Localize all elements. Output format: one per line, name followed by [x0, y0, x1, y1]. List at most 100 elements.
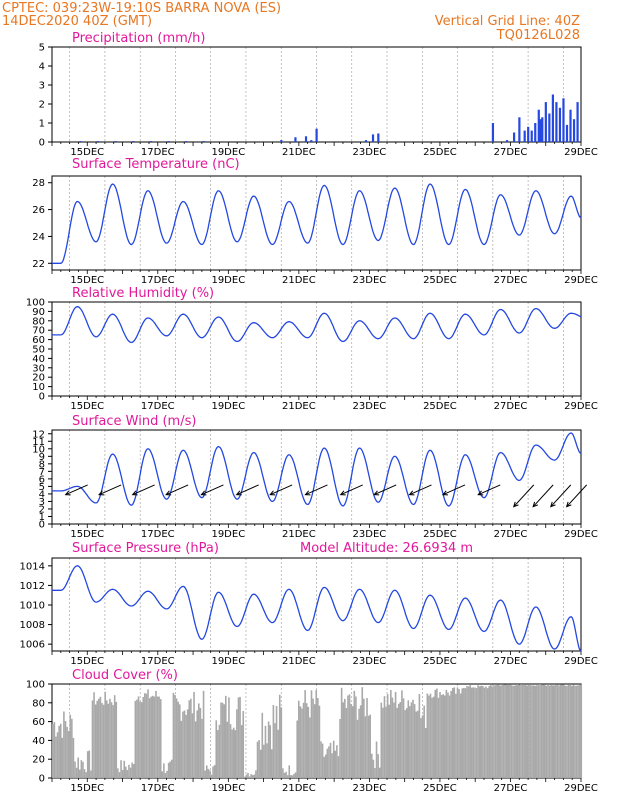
cloud-bar [151, 695, 154, 778]
cloud-bar [259, 749, 262, 778]
precip-bar [527, 126, 530, 142]
cloud-bar [331, 753, 333, 778]
cloud-bar [166, 770, 168, 778]
y-tick-label: 1008 [20, 620, 45, 631]
x-tick-label: 21DEC [282, 275, 316, 286]
cloud-bar [443, 695, 446, 778]
cloud-bar [213, 765, 216, 778]
x-tick-label: 29DEC [564, 147, 598, 158]
cloud-bar [75, 767, 78, 778]
cloud-bar [345, 707, 348, 778]
cloud-bar [434, 689, 437, 778]
cloud-bar [532, 685, 535, 778]
cloud-bar [198, 703, 200, 778]
precip-bar [315, 128, 318, 142]
cloud-bar [348, 694, 351, 778]
cloud-bar [342, 702, 345, 778]
x-tick-label: 17DEC [141, 147, 175, 158]
x-tick-label: 23DEC [353, 783, 387, 794]
cloud-bar [199, 707, 202, 778]
cloud-bar [64, 721, 67, 778]
panel-title: Surface Pressure (hPa) [72, 541, 219, 556]
cloud-bar [377, 754, 379, 778]
cloud-bar [580, 684, 583, 778]
precip-bar [558, 107, 562, 142]
y-tick-label: 4 [39, 489, 45, 500]
cloud-bar [264, 725, 267, 778]
y-tick-label: 0 [39, 138, 45, 149]
wind-arrow-head [339, 490, 346, 496]
wind-arrow [305, 484, 328, 496]
cloud-bar [220, 702, 222, 778]
cloud-bar [470, 687, 473, 778]
header-grid-line: Vertical Grid Line: 40Z [435, 14, 580, 29]
precip-bar [518, 117, 521, 142]
cloud-bar [375, 741, 378, 778]
cloud-bar [366, 698, 368, 778]
cloud-bar [185, 714, 187, 778]
cloud-bar [456, 687, 459, 778]
cloud-bar [83, 769, 86, 778]
cloud-bar [261, 712, 264, 778]
header-model-code: TQ0126L028 [496, 28, 580, 43]
y-tick-label: 3 [39, 81, 45, 92]
cloud-bar [171, 759, 173, 778]
y-tick-label: 20 [32, 373, 45, 384]
cloud-bar [255, 770, 257, 778]
cloud-bar [109, 698, 111, 778]
cloud-bar [394, 691, 397, 778]
cloud-bar [463, 687, 465, 778]
cloud-bar [344, 698, 346, 778]
x-tick-label: 19DEC [211, 529, 245, 540]
x-tick-label: 27DEC [494, 783, 528, 794]
cloud-bar [432, 696, 435, 778]
wind-arrow-head [304, 490, 311, 496]
cloud-bar [404, 710, 406, 778]
cloud-bar [445, 689, 448, 778]
cloud-bar [510, 685, 513, 778]
cloud-bar [509, 684, 511, 778]
cloud-bar [194, 721, 197, 778]
cloud-bar [256, 741, 259, 778]
cloud-bar [190, 698, 192, 778]
cloud-bar [540, 684, 543, 778]
cloud-bar [412, 699, 414, 778]
cloud-bar [147, 689, 149, 778]
cloud-bar [140, 702, 143, 778]
wind-arrow-head [532, 501, 538, 508]
panel-5: Surface Pressure (hPa) Model Altitude: 26… [20, 541, 598, 667]
cloud-bar [163, 763, 165, 778]
x-tick-label: 19DEC [211, 656, 245, 667]
cloud-bar [239, 696, 241, 778]
precip-bar [96, 141, 100, 142]
cloud-bar [144, 693, 146, 778]
cloud-bar [534, 685, 537, 778]
precip-bar [544, 102, 547, 142]
cloud-bar [440, 694, 443, 778]
precip-bar [114, 141, 117, 142]
cloud-bar [212, 766, 214, 778]
cloud-bar [228, 697, 230, 778]
precip-bar [551, 94, 554, 142]
cloud-bar [478, 686, 481, 778]
cloud-bar [320, 741, 322, 778]
precip-bar [371, 134, 375, 142]
cloud-bar [521, 685, 524, 778]
y-tick-label: 90 [32, 307, 45, 318]
cloud-bar [531, 685, 533, 778]
cloud-bar [223, 704, 225, 778]
y-tick-label: 0 [39, 392, 45, 403]
cloud-bar [139, 701, 141, 778]
cloud-bar [142, 696, 145, 778]
cloud-bar [159, 699, 162, 778]
x-tick-label: 15DEC [70, 147, 104, 158]
cloud-bar [178, 704, 181, 778]
wind-arrow [550, 484, 572, 508]
wind-arrow [165, 484, 189, 496]
wind-arrow [340, 484, 363, 496]
cloud-bar [324, 754, 327, 778]
y-tick-label: 2 [39, 504, 45, 515]
y-tick-label: 40 [32, 354, 45, 365]
cloud-bar [424, 728, 427, 778]
cloud-bar [399, 702, 402, 778]
